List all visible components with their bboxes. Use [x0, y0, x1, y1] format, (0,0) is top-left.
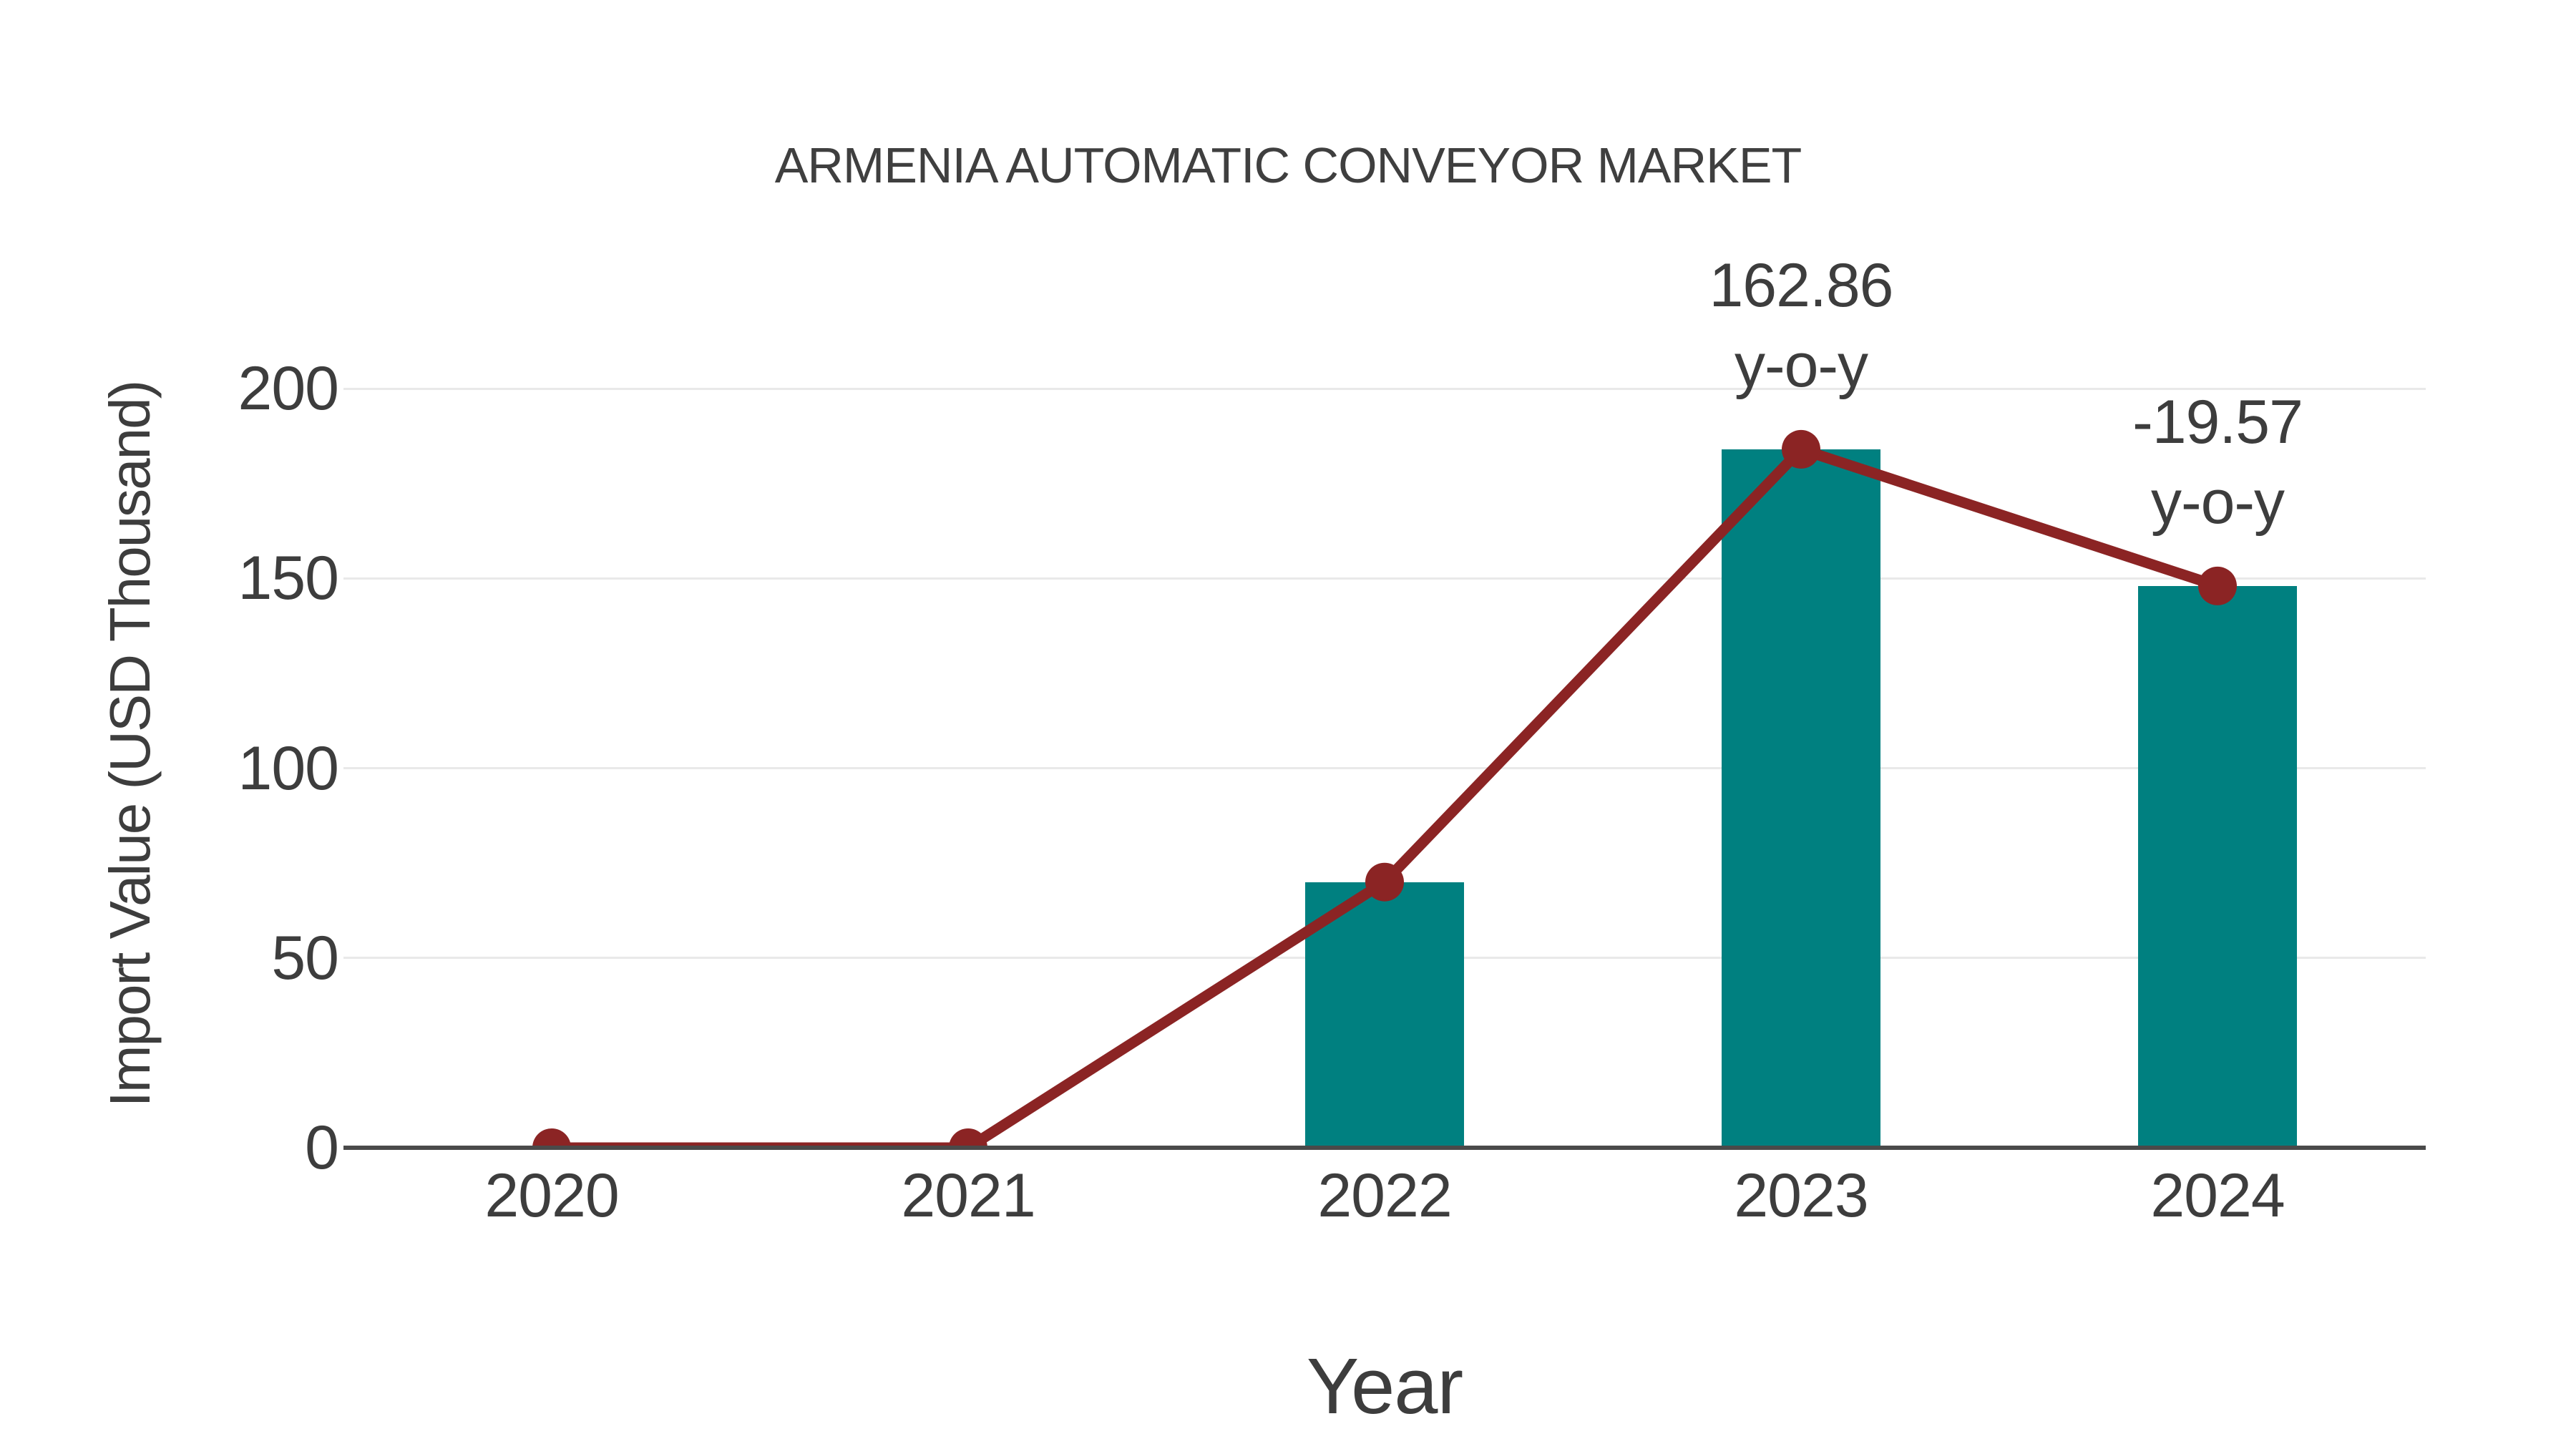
bar-2023	[1722, 449, 1880, 1148]
annotation-2024: -19.57 y-o-y	[1931, 382, 2504, 542]
annotation-2023: 162.86 y-o-y	[1515, 245, 2087, 406]
data-point-marker-2022	[1365, 862, 1404, 902]
y-tick-label-200: 200	[238, 354, 340, 423]
annotation-2024-line-1: -19.57	[2132, 387, 2303, 457]
data-point-marker-2020	[532, 1128, 571, 1148]
gridline-150	[343, 577, 2426, 580]
line-series-layer	[532, 429, 2237, 1148]
data-point-marker-2024	[2198, 566, 2237, 605]
x-tick-label-2021: 2021	[901, 1161, 1035, 1230]
data-point-marker-2023	[1782, 429, 1820, 469]
x-tick-label-2024: 2024	[2150, 1161, 2285, 1230]
annotation-2023-line-1: 162.86	[1709, 250, 1893, 320]
gridline-200	[343, 387, 2426, 390]
x-axis-title: Year	[1306, 1342, 1463, 1430]
bar-2022	[1305, 882, 1464, 1148]
bar-2024	[2138, 585, 2297, 1148]
gridline-100	[343, 767, 2426, 769]
y-tick-label-0: 0	[305, 1113, 339, 1182]
annotation-2023-line-2: y-o-y	[1734, 331, 1868, 400]
x-tick-label-2022: 2022	[1317, 1161, 1452, 1230]
data-point-marker-2021	[949, 1128, 987, 1148]
y-tick-label-150: 150	[238, 544, 340, 613]
y-tick-label-50: 50	[271, 923, 339, 992]
annotation-2024-line-2: y-o-y	[2150, 467, 2285, 537]
line-series	[552, 444, 2220, 1148]
chart-title: ARMENIA AUTOMATIC CONVEYOR MARKET	[774, 137, 1802, 193]
x-tick-label-2023: 2023	[1734, 1161, 1868, 1230]
x-tick-label-2020: 2020	[484, 1161, 619, 1230]
y-tick-label-100: 100	[238, 733, 340, 803]
x-axis-line	[343, 1146, 2426, 1150]
